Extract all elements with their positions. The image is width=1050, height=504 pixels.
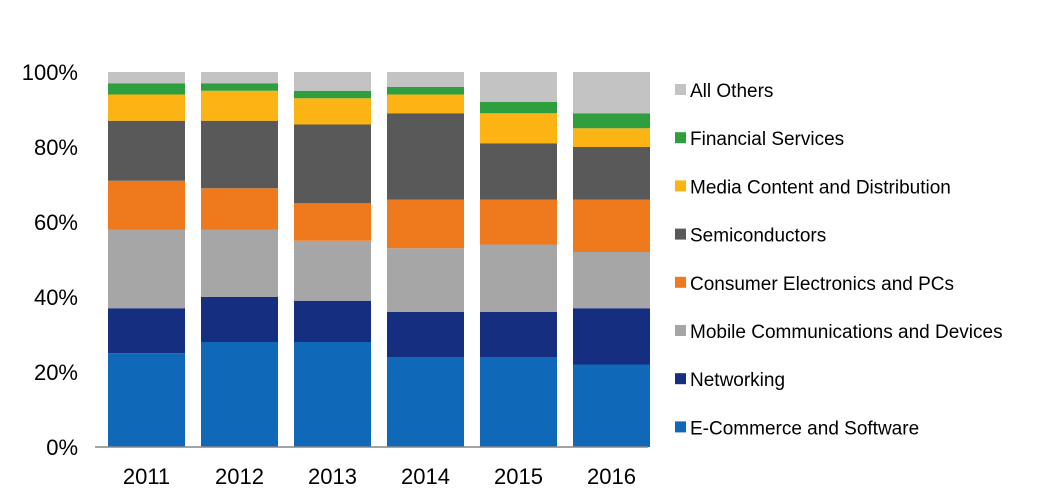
bar-segment-2013-5 [294, 125, 371, 204]
bar-segment-2015-8 [480, 72, 557, 102]
legend-swatch [675, 229, 686, 240]
bar-segment-2016-3 [573, 252, 650, 308]
y-tick-label: 80% [34, 135, 78, 160]
legend-swatch [675, 180, 686, 191]
bar-segment-2016-4 [573, 200, 650, 253]
bar-segment-2013-1 [294, 342, 371, 447]
bar-segment-2014-3 [387, 248, 464, 312]
legend: All Others Financial Services Media Conten… [675, 81, 1003, 439]
x-axis: 2011 2012 2013 2014 2015 2016 [123, 464, 636, 489]
y-tick-label: 0% [46, 435, 78, 460]
bar-segment-2014-2 [387, 312, 464, 357]
bar-segment-2014-1 [387, 357, 464, 447]
bar-segment-2013-6 [294, 98, 371, 124]
y-tick-label: 100% [22, 60, 78, 85]
bar-segment-2016-6 [573, 128, 650, 147]
legend-swatch [675, 421, 686, 432]
bar-segment-2016-2 [573, 308, 650, 364]
x-tick-label: 2013 [308, 464, 357, 489]
bar-segment-2013-8 [294, 72, 371, 91]
bar-segment-2011-4 [108, 181, 185, 230]
x-tick-label: 2014 [401, 464, 450, 489]
legend-label: All Others [690, 81, 773, 102]
bar-segment-2016-8 [573, 72, 650, 113]
bar-segment-2015-2 [480, 312, 557, 357]
bar-segment-2013-2 [294, 301, 371, 342]
bar-segment-2012-1 [201, 342, 278, 447]
y-tick-label: 40% [34, 285, 78, 310]
bar-segment-2013-7 [294, 91, 371, 99]
y-axis: 0% 20% 40% 60% 80% 100% [22, 60, 78, 460]
bar-segment-2012-7 [201, 83, 278, 91]
x-tick-label: 2016 [587, 464, 636, 489]
bar-segment-2015-1 [480, 357, 557, 447]
bar-segment-2011-3 [108, 230, 185, 309]
bar-segment-2012-2 [201, 297, 278, 342]
x-tick-label: 2011 [123, 464, 170, 489]
y-tick-label: 20% [34, 360, 78, 385]
bar-segment-2013-3 [294, 241, 371, 301]
bar-segment-2012-5 [201, 121, 278, 189]
bar-segment-2011-2 [108, 308, 185, 353]
bar-segment-2012-6 [201, 91, 278, 121]
bar-segment-2015-4 [480, 200, 557, 245]
bar-segment-2014-6 [387, 95, 464, 114]
x-tick-label: 2012 [215, 464, 264, 489]
legend-label: Networking [690, 370, 785, 391]
bar-segment-2014-7 [387, 87, 464, 95]
bar-segment-2016-7 [573, 113, 650, 128]
legend-label: Media Content and Distribution [690, 177, 951, 198]
bar-segment-2016-5 [573, 147, 650, 200]
bar-segment-2016-1 [573, 365, 650, 448]
x-tick-label: 2015 [494, 464, 543, 489]
bar-segment-2014-4 [387, 200, 464, 249]
bar-segment-2013-4 [294, 203, 371, 241]
bar-segment-2014-5 [387, 113, 464, 199]
bar-segment-2012-3 [201, 230, 278, 298]
bar-segment-2015-6 [480, 113, 557, 143]
legend-swatch [675, 373, 686, 384]
legend-swatch [675, 84, 686, 95]
bar-segment-2011-5 [108, 121, 185, 181]
legend-swatch [675, 325, 686, 336]
bar-segment-2015-5 [480, 143, 557, 199]
legend-label: Consumer Electronics and PCs [690, 274, 954, 295]
legend-label: E-Commerce and Software [690, 418, 919, 439]
bar-segment-2011-1 [108, 353, 185, 447]
legend-label: Semiconductors [690, 226, 826, 247]
bar-segment-2012-8 [201, 72, 278, 83]
legend-swatch [675, 132, 686, 143]
bar-segment-2011-8 [108, 72, 185, 83]
bars-group [108, 72, 650, 447]
legend-swatch [675, 277, 686, 288]
bar-segment-2014-8 [387, 72, 464, 87]
bar-segment-2011-6 [108, 95, 185, 121]
bar-segment-2015-7 [480, 102, 557, 113]
legend-label: Mobile Communications and Devices [690, 322, 1003, 343]
bar-segment-2015-3 [480, 245, 557, 313]
y-tick-label: 60% [34, 210, 78, 235]
bar-segment-2011-7 [108, 83, 185, 94]
bar-segment-2012-4 [201, 188, 278, 229]
legend-label: Financial Services [690, 129, 844, 150]
